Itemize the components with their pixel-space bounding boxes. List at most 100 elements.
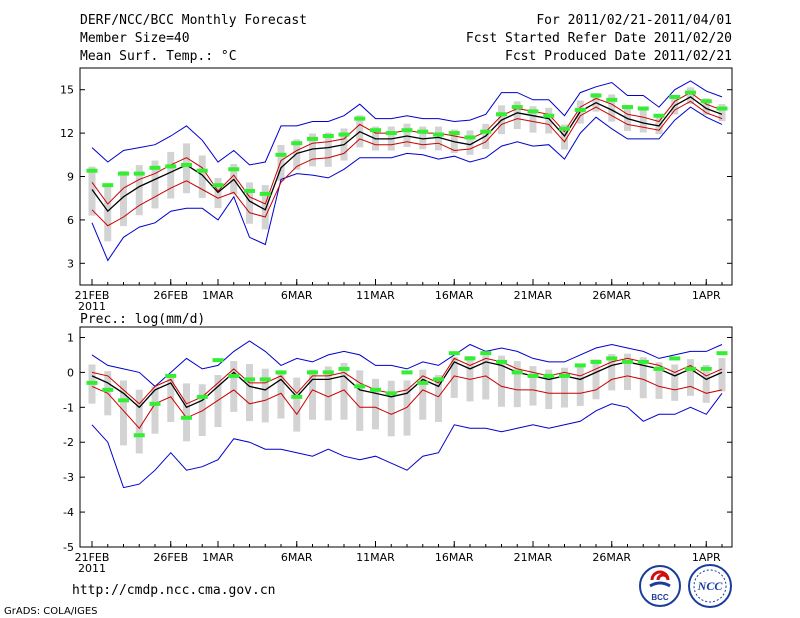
precip-observed-35	[637, 359, 649, 364]
variable-label: Mean Surf. Temp.: °C	[80, 49, 237, 64]
precip-observed-12	[275, 370, 287, 375]
temperature-observed-marks	[86, 90, 728, 196]
precip-observed-37	[669, 356, 681, 361]
precip-box-38	[687, 359, 694, 396]
precip-box-40	[718, 357, 726, 392]
precip-ytick-label--4: -4	[63, 506, 74, 519]
precip-observed-1	[102, 387, 114, 392]
temperature-observed-23	[448, 131, 460, 136]
precip-ytick-label--5: -5	[63, 541, 74, 554]
precip-min-line	[91, 393, 723, 489]
precip-xtick-sublabel-0: 2011	[78, 562, 106, 575]
precip-observed-24	[464, 356, 476, 361]
precip-box-39	[702, 364, 710, 403]
bcc-logo: BCC	[639, 565, 681, 607]
temperature-observed-3	[133, 171, 145, 176]
precip-observed-0	[86, 380, 98, 385]
temperature-observed-8	[212, 183, 224, 188]
temperature-observed-36	[653, 113, 665, 118]
precip-box-15	[324, 366, 332, 421]
temperature-ytick-label-12: 12	[60, 127, 74, 140]
precip-observed-7	[196, 394, 208, 399]
precip-ytick-label--1: -1	[63, 401, 74, 414]
precip-observed-marks	[86, 351, 728, 438]
temperature-box-29	[545, 107, 553, 134]
temperature-observed-25	[480, 129, 492, 134]
temperature-observed-0	[86, 168, 98, 173]
temperature-observed-27	[511, 105, 523, 110]
precip-observed-14	[307, 370, 318, 375]
temperature-box-2	[120, 171, 127, 227]
temperature-box-6	[183, 143, 190, 194]
bcc-logo-wave	[649, 581, 671, 588]
precip-box-5	[167, 376, 175, 422]
precip-box-10	[246, 364, 253, 422]
temperature-observed-35	[637, 106, 649, 111]
precip-box-8	[214, 375, 222, 428]
temperature-xtick-label-39: 1APR	[692, 289, 721, 302]
precip-observed-4	[149, 401, 161, 406]
temperature-observed-12	[275, 152, 287, 157]
precip-box-28	[529, 366, 537, 406]
precip-box-25	[482, 355, 490, 400]
temperature-observed-7	[196, 168, 208, 173]
precip-observed-23	[448, 351, 460, 356]
precip-box-17	[356, 370, 364, 431]
precip-box-18	[372, 378, 379, 430]
precip-ytick-label-1: 1	[67, 331, 74, 344]
temperature-box-35	[639, 107, 647, 133]
temperature-observed-31	[574, 107, 586, 112]
precip-observed-30	[559, 373, 570, 378]
temperature-observed-38	[685, 90, 696, 95]
precip-box-14	[309, 369, 316, 420]
temperature-observed-26	[496, 112, 507, 117]
temperature-box-38	[687, 87, 694, 104]
temperature-observed-21	[417, 129, 429, 134]
source-url[interactable]: http://cmdp.ncc.cma.gov.cn	[72, 583, 276, 598]
forecast-produced-date: Fcst Produced Date 2011/02/21	[505, 49, 732, 64]
precip-xtick-label-23: 16MAR	[435, 551, 474, 564]
precip-observed-27	[511, 370, 523, 375]
ncc-logo: NCC	[688, 564, 732, 608]
temperature-xtick-label-13: 6MAR	[281, 289, 313, 302]
temperature-observed-16	[338, 132, 350, 137]
precip-box-6	[183, 383, 190, 442]
precip-observed-26	[496, 359, 507, 364]
precip-ytick-label-0: 0	[67, 366, 74, 379]
precip-ensemble-boxes	[88, 353, 726, 454]
temperature-box-22	[435, 126, 442, 151]
precip-box-2	[120, 380, 127, 446]
temperature-box-30	[561, 124, 568, 150]
temperature-ytick-label-9: 9	[67, 171, 74, 184]
precip-box-30	[561, 367, 568, 408]
precip-observed-16	[338, 366, 350, 371]
precip-observed-22	[433, 377, 444, 382]
precip-box-32	[592, 359, 600, 400]
temperature-observed-11	[259, 191, 271, 196]
precip-observed-38	[685, 366, 696, 371]
precip-observed-8	[212, 358, 224, 363]
precip-box-13	[293, 377, 301, 432]
precip-box-11	[261, 368, 269, 423]
precip-xtick-label-5: 26FEB	[153, 551, 188, 564]
precip-xtick-label-18: 11MAR	[356, 551, 395, 564]
member-size: Member Size=40	[80, 31, 190, 46]
precip-box-37	[671, 364, 679, 401]
figure-title: DERF/NCC/BCC Monthly Forecast	[80, 13, 307, 28]
precip-observed-13	[291, 394, 303, 399]
precip-box-31	[576, 366, 584, 406]
precip-xtick-label-28: 21MAR	[514, 551, 553, 564]
precip-observed-6	[181, 415, 192, 420]
precip-box-21	[419, 369, 427, 420]
temperature-box-3	[135, 165, 143, 216]
temperature-xtick-label-8: 1MAR	[202, 289, 234, 302]
temperature-box-13	[293, 139, 301, 170]
precip-box-22	[435, 375, 442, 422]
precip-observed-39	[700, 366, 712, 371]
precip-ytick-label--2: -2	[63, 436, 74, 449]
precip-observed-9	[228, 373, 240, 378]
temperature-observed-24	[464, 135, 476, 140]
precip-observed-33	[606, 356, 618, 361]
temperature-box-39	[702, 98, 710, 115]
